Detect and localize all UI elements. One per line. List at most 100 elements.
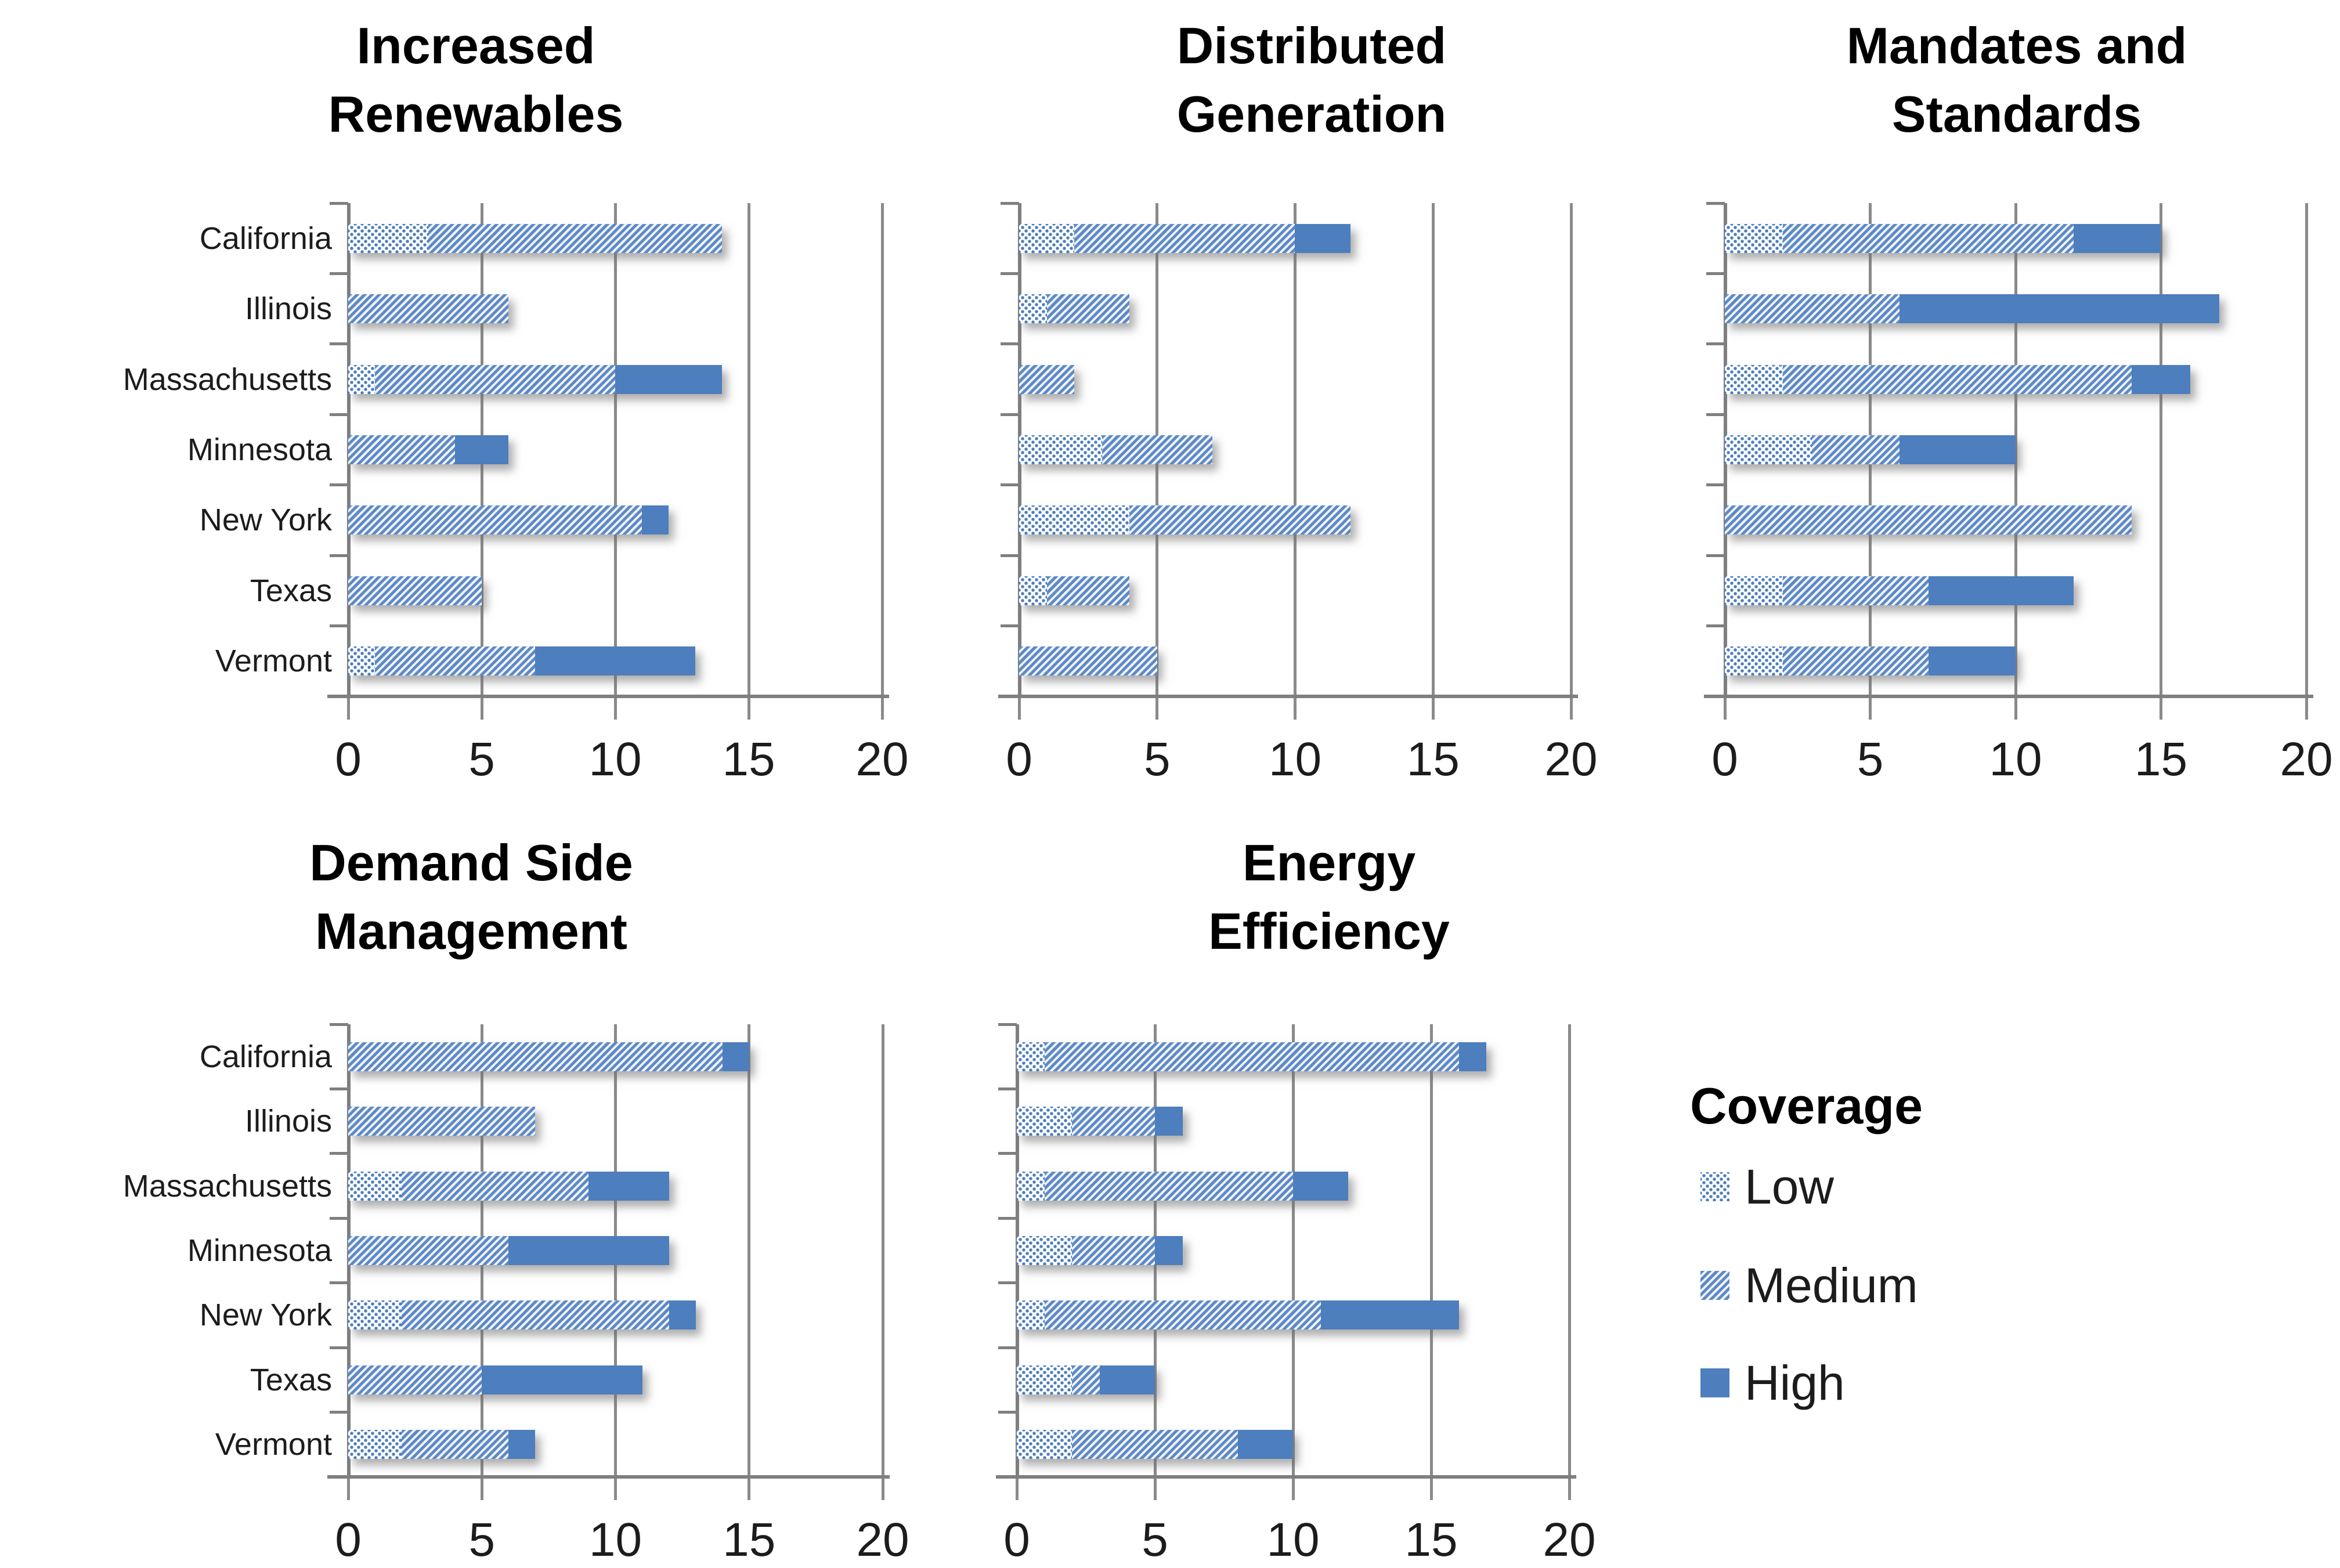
bar-segment-high bbox=[1292, 1171, 1349, 1201]
axis-tick bbox=[748, 1477, 751, 1500]
y-axis-tick bbox=[1001, 272, 1019, 275]
x-tick-label: 20 bbox=[1543, 1513, 1596, 1566]
legend-item-label: Low bbox=[1745, 1159, 1835, 1214]
bar-segment-low bbox=[348, 223, 428, 253]
bar-segment-high bbox=[1928, 646, 2016, 676]
y-axis-tick bbox=[1001, 342, 1019, 346]
axis-tick bbox=[1568, 1477, 1571, 1500]
y-axis-tick bbox=[1706, 201, 1725, 205]
axis-tick bbox=[880, 696, 884, 720]
plot-increased-renewables: 0 5 10 15 20 California Illinois Massachusetts M… bbox=[123, 201, 909, 783]
x-tick-label: 10 bbox=[1266, 1513, 1320, 1566]
bar-row-new-york bbox=[348, 1300, 696, 1330]
bar-row-new-york bbox=[348, 505, 669, 535]
bar-row-illinois bbox=[1017, 1107, 1183, 1136]
bar-segment-high bbox=[1458, 1042, 1487, 1071]
low-pattern-swatch bbox=[1700, 1172, 1729, 1201]
y-axis-tick bbox=[330, 1281, 348, 1285]
bar-segment-low bbox=[348, 364, 375, 394]
bar-segment-low bbox=[1019, 576, 1047, 605]
bar-segment-high bbox=[508, 1430, 536, 1459]
gridline bbox=[880, 203, 884, 696]
gridline bbox=[747, 203, 750, 696]
bar-row-texas bbox=[1019, 576, 1130, 605]
y-axis-tick bbox=[330, 272, 348, 275]
bar-row-massachusetts bbox=[1725, 364, 2190, 394]
bar-row-vermont bbox=[1019, 646, 1157, 676]
bar-segment-high bbox=[1320, 1300, 1459, 1330]
axis-tick bbox=[1569, 696, 1573, 720]
category-label: Minnesota bbox=[187, 1233, 332, 1268]
x-tick-label: 10 bbox=[588, 733, 642, 786]
x-tick-label: 5 bbox=[1857, 733, 1884, 786]
bar-segment-low bbox=[1019, 294, 1047, 324]
bar-segment-medium bbox=[1783, 223, 2074, 253]
bar-segment-medium bbox=[348, 505, 642, 535]
bar-segment-medium bbox=[348, 294, 508, 324]
x-axis-line bbox=[996, 1475, 1576, 1479]
bar-row-new-york bbox=[1019, 505, 1350, 535]
bar-segment-medium bbox=[1046, 576, 1130, 605]
x-tick-label: 5 bbox=[468, 1513, 496, 1566]
y-axis-tick bbox=[330, 1023, 348, 1026]
bar-segment-high bbox=[1099, 1365, 1155, 1394]
plot-mandates-standards: 0 5 10 15 20 bbox=[1704, 201, 2333, 783]
axis-tick bbox=[1294, 696, 1297, 720]
y-axis-tick bbox=[330, 201, 348, 205]
x-tick-label: 20 bbox=[2280, 733, 2333, 786]
bar-segment-high bbox=[615, 364, 722, 394]
axis-tick bbox=[2305, 696, 2308, 720]
bar-segment-medium bbox=[348, 1042, 723, 1071]
y-axis-tick bbox=[1706, 554, 1725, 557]
x-axis-line bbox=[998, 695, 1578, 698]
y-axis-tick bbox=[330, 483, 348, 487]
bar-segment-medium bbox=[1783, 364, 2132, 394]
bar-row-vermont bbox=[348, 1430, 536, 1459]
x-tick-label: 15 bbox=[1406, 733, 1460, 786]
bar-segment-medium bbox=[1072, 1430, 1238, 1459]
axis-tick bbox=[480, 1477, 483, 1500]
bar-segment-low bbox=[1019, 505, 1130, 535]
axis-tick bbox=[346, 1477, 350, 1500]
y-axis-tick bbox=[1706, 413, 1725, 416]
x-tick-label: 0 bbox=[1711, 733, 1738, 786]
bar-segment-medium bbox=[1072, 1236, 1155, 1265]
bar-segment-high bbox=[642, 505, 669, 535]
bar-segment-medium bbox=[348, 1107, 536, 1136]
bar-segment-medium bbox=[1129, 505, 1350, 535]
y-axis-tick bbox=[330, 554, 348, 557]
bar-segment-high bbox=[722, 1042, 749, 1071]
axis-tick bbox=[480, 696, 483, 720]
bar-segment-low bbox=[1019, 435, 1102, 464]
y-axis-tick bbox=[1001, 413, 1019, 416]
axis-tick bbox=[1017, 696, 1021, 720]
bar-segment-medium bbox=[1019, 364, 1075, 394]
bar-segment-low bbox=[1725, 223, 1783, 253]
chart-title-increased-renewables: Increased Renewables bbox=[104, 12, 847, 149]
bar-segment-high bbox=[2132, 364, 2190, 394]
gridline bbox=[1429, 1024, 1433, 1477]
y-axis-tick bbox=[1706, 483, 1725, 487]
bar-segment-low bbox=[1017, 1236, 1072, 1265]
x-tick-label: 15 bbox=[723, 1513, 776, 1566]
plot-demand-side-management: 0 5 10 15 20 California Illinois Massachusetts M… bbox=[123, 1023, 909, 1564]
bar-segment-high bbox=[669, 1300, 696, 1330]
title-line: Standards bbox=[1891, 85, 2142, 143]
axis-tick bbox=[2160, 696, 2162, 720]
y-axis-tick bbox=[998, 1411, 1017, 1414]
bar-segment-medium bbox=[402, 1300, 669, 1330]
high-pattern-swatch bbox=[1700, 1368, 1729, 1397]
axis-tick bbox=[613, 696, 617, 720]
gridline bbox=[2160, 203, 2162, 696]
bar-segment-high bbox=[1154, 1236, 1183, 1265]
bar-segment-high bbox=[1295, 223, 1350, 253]
gridline bbox=[881, 1024, 884, 1477]
y-axis-tick bbox=[330, 1152, 348, 1155]
bar-row-vermont bbox=[348, 646, 695, 676]
x-tick-label: 5 bbox=[468, 733, 495, 786]
y-axis-tick bbox=[330, 342, 348, 346]
bar-segment-medium bbox=[402, 1430, 509, 1459]
bar-row-california bbox=[348, 223, 722, 253]
gridline bbox=[2014, 203, 2017, 696]
